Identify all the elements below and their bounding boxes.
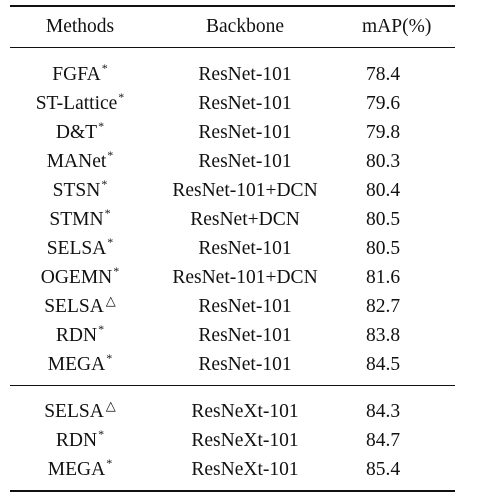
method-mark: * [106,455,113,470]
method-name: SELSA [44,295,104,317]
method-mark: * [98,426,105,441]
method-cell: ST-Lattice* [10,89,150,118]
map-cell: 79.6 [366,92,401,114]
backbone-cell: ResNet-101 [198,121,292,143]
method-cell: D&T* [10,118,150,147]
method-name: RDN [55,429,98,451]
method-cell: RDN* [10,426,150,455]
backbone-cell: ResNet-101 [198,150,292,172]
table-row: STMN* ResNet+DCN 80.5 [10,205,455,234]
map-cell: 83.8 [366,324,401,346]
table-row: D&T* ResNet-101 79.8 [10,118,455,147]
method-mark: * [106,350,113,365]
table-row: MANet* ResNet-101 80.3 [10,147,455,176]
method-name: MEGA [47,458,106,480]
map-cell: 78.4 [366,63,401,85]
map-cell: 84.3 [366,400,401,422]
method-cell: SELSA △ [10,292,150,321]
method-mark: * [107,147,114,162]
map-cell: 81.6 [366,266,401,288]
method-mark: * [107,234,114,249]
table-row: RDN* ResNeXt-101 84.7 [10,426,455,455]
map-cell: 80.5 [366,237,401,259]
method-name: ST-Lattice [35,92,118,114]
method-mark: * [104,205,111,220]
method-mark: * [113,263,120,278]
map-cell: 84.5 [366,353,401,375]
method-cell: MEGA* [10,350,150,386]
method-name: MEGA [47,353,106,375]
map-cell: 82.7 [366,295,401,317]
backbone-cell: ResNet+DCN [190,208,300,230]
table-row: OGEMN* ResNet-101+DCN 81.6 [10,263,455,292]
header-methods: Methods [45,16,115,38]
method-cell: STSN* [10,176,150,205]
method-mark: △ [105,292,116,308]
method-cell: RDN* [10,321,150,350]
method-name: D&T [55,121,98,143]
header-backbone: Backbone [206,16,284,38]
header-row: Methods Backbone mAP(%) [10,6,455,48]
backbone-cell: ResNet-101 [198,353,292,375]
method-mark: △ [105,397,116,413]
table-row: SELSA △ ResNeXt-101 84.3 [10,386,455,427]
map-cell: 80.3 [366,150,401,172]
method-cell: STMN* [10,205,150,234]
method-mark: * [98,321,105,336]
map-cell: 85.4 [366,458,401,480]
method-cell: MEGA* [10,455,150,491]
backbone-cell: ResNet-101 [198,295,292,317]
backbone-cell: ResNeXt-101 [191,458,299,480]
backbone-cell: ResNet-101 [198,63,292,85]
map-cell: 80.5 [366,208,401,230]
method-mark: * [98,118,105,133]
backbone-cell: ResNeXt-101 [191,429,299,451]
backbone-cell: ResNeXt-101 [191,400,299,422]
header-map: mAP(%) [362,16,432,38]
backbone-cell: ResNet-101+DCN [172,266,318,288]
table-row: STSN* ResNet-101+DCN 80.4 [10,176,455,205]
table-header: Methods Backbone mAP(%) [10,6,455,48]
backbone-cell: ResNet-101 [198,92,292,114]
table-row: ST-Lattice* ResNet-101 79.6 [10,89,455,118]
method-cell: SELSA* [10,234,150,263]
method-name: FGFA [52,63,101,85]
method-mark: * [118,89,125,104]
method-name: RDN [55,324,98,346]
table-row: SELSA △ ResNet-101 82.7 [10,292,455,321]
map-cell: 80.4 [366,179,401,201]
method-cell: FGFA* [10,48,150,90]
method-mark: * [101,176,108,191]
table-row: SELSA* ResNet-101 80.5 [10,234,455,263]
results-table-container: Methods Backbone mAP(%) FGFA* ResNet-101 7… [10,5,455,492]
method-cell: SELSA △ [10,386,150,427]
backbone-cell: ResNet-101 [198,324,292,346]
table-row: MEGA* ResNeXt-101 85.4 [10,455,455,491]
table-row: FGFA* ResNet-101 78.4 [10,48,455,90]
backbone-cell: ResNet-101 [198,237,292,259]
method-cell: MANet* [10,147,150,176]
map-cell: 79.8 [366,121,401,143]
method-name: SELSA [46,237,107,259]
table-row: MEGA* ResNet-101 84.5 [10,350,455,386]
method-name: STSN [52,179,101,201]
method-name: MANet [46,150,107,172]
backbone-cell: ResNet-101+DCN [172,179,318,201]
table-row: RDN* ResNet-101 83.8 [10,321,455,350]
table-body-resnext: SELSA △ ResNeXt-101 84.3 RDN* ResNeXt-101 84.7… [10,386,455,491]
method-name: STMN [49,208,104,230]
method-name: SELSA [44,400,104,422]
map-cell: 84.7 [366,429,401,451]
results-table: Methods Backbone mAP(%) FGFA* ResNet-101 7… [10,5,455,492]
method-mark: * [101,60,108,75]
method-cell: OGEMN* [10,263,150,292]
table-body-resnet: FGFA* ResNet-101 78.4 ST-Lattice* ResNet-101… [10,48,455,386]
method-name: OGEMN [40,266,113,288]
